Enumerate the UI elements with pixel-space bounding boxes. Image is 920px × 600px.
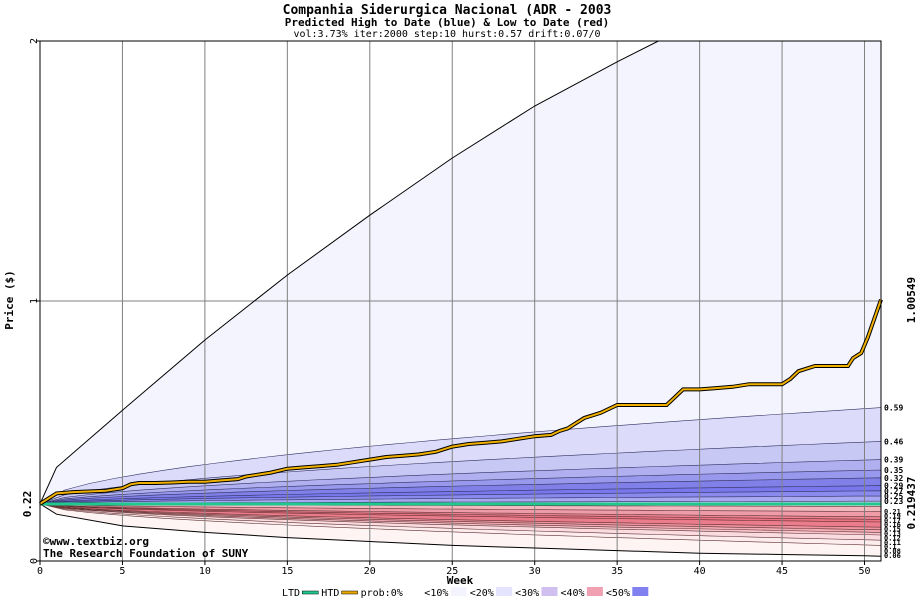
- x-axis-label: Week: [447, 574, 474, 587]
- lower-band-label-0.21: 0.21: [884, 508, 901, 516]
- ltd-current-label: 0.219437: [905, 477, 918, 530]
- htd-path: [39, 299, 882, 505]
- upper-envelope-fill: [40, 41, 881, 504]
- upper-band-label-0.39: 0.39: [884, 456, 903, 465]
- watermark-line-2: The Research Foundation of SUNY: [43, 547, 249, 560]
- x-tick-label-15: 15: [281, 566, 293, 577]
- lower-band-label-0.16: 0.16: [884, 521, 901, 529]
- lower-band-label-0.19: 0.19: [884, 512, 901, 520]
- upper-band-labels: 0.59 0.46 0.390.350.320.290.270.250.23: [884, 404, 903, 507]
- grid-lines: [40, 41, 881, 561]
- x-tick-label-35: 35: [611, 566, 623, 577]
- lower-band-label-0.11: 0.11: [884, 539, 901, 547]
- start-value-label: 0.22: [21, 491, 34, 518]
- htd-current-label: 1.00549: [905, 277, 918, 323]
- x-tick-label-25: 25: [446, 566, 458, 577]
- legend-swatch-2: [405, 587, 422, 596]
- x-tick-label-50: 50: [858, 566, 870, 577]
- legend-swatch-0: [302, 590, 319, 595]
- legend-label-1: HTD: [321, 588, 339, 599]
- chart-title: Companhia Siderurgica Nacional (ADR - 20…: [283, 3, 612, 18]
- lower-band-labels: 0.210.190.170.160.150.130.120.110.10.080…: [884, 508, 901, 560]
- x-tick-label-0: 0: [37, 566, 43, 577]
- lower-band-label-0.06: 0.06: [884, 552, 901, 560]
- x-tick-label-30: 30: [529, 566, 541, 577]
- upper-band-label-0.59: 0.59: [884, 404, 903, 413]
- upper-band-label-0.25: 0.25: [884, 492, 903, 501]
- legend-swatch-3: [450, 587, 467, 596]
- y-tick-label-2: 2: [29, 38, 40, 44]
- lower-band-label-0.1: 0.1: [884, 543, 897, 551]
- legend-label-3: <10%: [424, 588, 448, 599]
- upper-band-label-0.32: 0.32: [884, 474, 903, 483]
- legend-swatch-1: [341, 590, 358, 595]
- lower-band-label-0.08: 0.08: [884, 548, 901, 556]
- legend-swatch-6: [586, 587, 603, 596]
- legend: LTD HTD prob:0% <10% <20% <30% <40% <50%: [282, 587, 649, 599]
- watermark-line-1: ©www.textbiz.org: [43, 535, 149, 548]
- lower-band-label-0.13: 0.13: [884, 530, 901, 538]
- upper-band-label-0.29: 0.29: [884, 482, 903, 491]
- lower-envelope-line: [39, 503, 882, 557]
- lower-band-label-0.15: 0.15: [884, 526, 901, 534]
- legend-swatch-7: [632, 587, 649, 596]
- plot-area: [38, 40, 883, 562]
- x-tick-label-45: 45: [776, 566, 788, 577]
- chart-params: vol:3.73% iter:2000 step:10 hurst:0.57 d…: [293, 29, 600, 40]
- legend-label-4: <20%: [470, 588, 494, 599]
- upper-envelope-line: [39, 40, 881, 505]
- y-axis-ticks: 0 1 2: [29, 38, 40, 564]
- x-tick-label-20: 20: [364, 566, 376, 577]
- legend-swatch-4: [496, 587, 513, 596]
- upper-band-label-0.27: 0.27: [884, 487, 903, 496]
- legend-label-6: <40%: [561, 588, 585, 599]
- lower-band-label-0.17: 0.17: [884, 517, 901, 525]
- upper-band-label-0.23: 0.23: [884, 497, 903, 506]
- upper-probability-bands: [38, 407, 882, 505]
- legend-label-0: LTD: [282, 588, 300, 599]
- y-tick-label-1: 1: [29, 298, 40, 304]
- legend-label-2: prob:0%: [361, 588, 403, 599]
- legend-label-7: <50%: [606, 588, 630, 599]
- upper-band-label-0.46: 0.46: [884, 437, 903, 446]
- lower-probability-bands: [39, 503, 882, 546]
- y-axis-label: Price ($): [3, 270, 16, 330]
- legend-swatch-5: [541, 587, 558, 596]
- upper-band-label-0.35: 0.35: [884, 466, 903, 475]
- x-tick-label-5: 5: [119, 566, 125, 577]
- chart-subtitle: Predicted High to Date (blue) & Low to D…: [285, 16, 610, 29]
- x-axis-ticks: 0 5 10 15 20 25 30 35 40 45 50: [37, 561, 871, 577]
- x-tick-label-10: 10: [199, 566, 211, 577]
- x-tick-label-40: 40: [694, 566, 706, 577]
- y-tick-label-0: 0: [29, 558, 40, 564]
- lower-band-label-0.12: 0.12: [884, 534, 901, 542]
- legend-label-5: <30%: [515, 588, 539, 599]
